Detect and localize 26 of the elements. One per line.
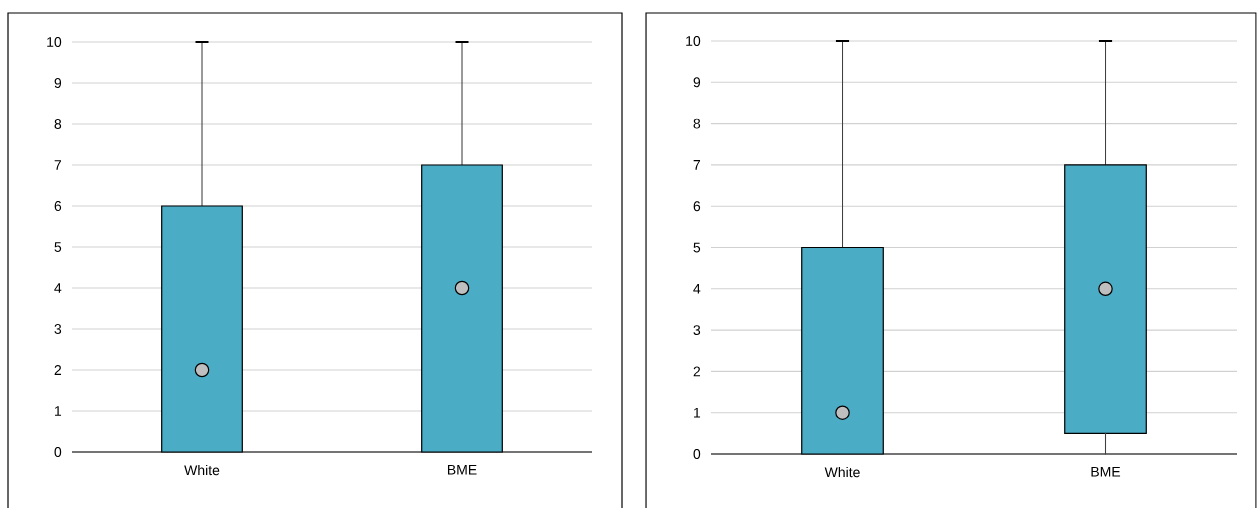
y-tick-label: 1 [55, 406, 62, 416]
y-tick-label: 3 [693, 325, 701, 336]
x-tick-label: White [824, 466, 860, 478]
y-tick-label: 6 [54, 201, 62, 211]
x-tick-label: BME [1091, 466, 1121, 477]
y-tick-label: 9 [54, 78, 62, 88]
x-tick-label: White [184, 464, 220, 476]
y-tick-label: 9 [693, 77, 701, 88]
y-tick-label: 0 [54, 447, 62, 457]
y-tick-label: 5 [54, 242, 62, 252]
y-tick-label: 10 [47, 37, 62, 47]
y-tick-label: 2 [693, 366, 701, 377]
y-tick-label: 2 [54, 365, 62, 375]
y-tick-label: 8 [693, 118, 701, 129]
y-tick-label: 10 [686, 36, 701, 46]
y-tick-label: 5 [693, 242, 701, 253]
y-tick-label: 4 [54, 283, 62, 293]
y-tick-label: 3 [54, 324, 62, 334]
y-tick-label: 7 [693, 160, 701, 170]
y-tick-label: 0 [693, 449, 701, 459]
y-tick-label: 1 [694, 407, 701, 418]
y-tick-label: 6 [693, 201, 701, 212]
y-tick-label: 4 [693, 284, 701, 294]
y-tick-label: 8 [54, 119, 62, 129]
x-tick-label: BME [447, 464, 477, 475]
y-tick-label: 7 [54, 160, 62, 170]
